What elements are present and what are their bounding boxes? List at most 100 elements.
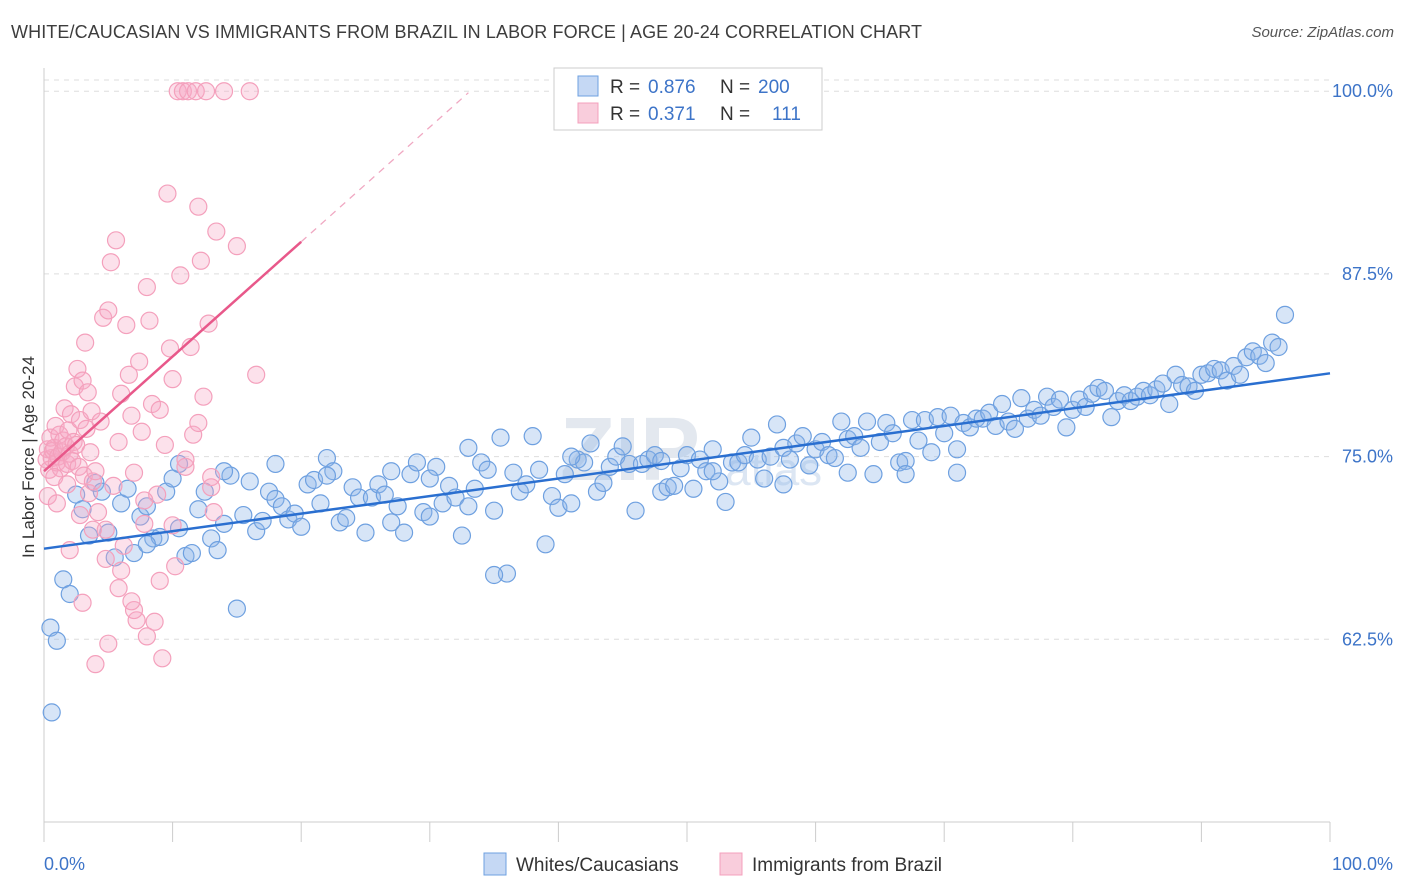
data-point-whites [1166,365,1185,384]
legend-label-brazil: Immigrants from Brazil [752,855,942,876]
data-point-whites [60,584,79,604]
data-point-brazil [153,649,172,668]
data-point-whites [652,451,671,471]
data-point-brazil [117,315,136,335]
data-point-brazil [137,277,156,297]
data-point-brazil [73,371,92,390]
data-point-whites [382,462,401,481]
data-point-whites [703,440,722,459]
trendlines [43,92,1331,550]
data-point-whites [292,517,311,536]
data-point-whites [767,415,787,434]
data-point-brazil [64,432,83,452]
data-point-whites [189,500,208,519]
y-tick-label: 100.0% [1332,81,1393,101]
data-point-brazil [171,266,190,285]
data-point-whites [755,469,774,488]
data-point-whites [356,523,375,542]
tick-labels: 62.5% 75.0% 87.5% 100.0% 0.0% 100.0% [44,81,1393,874]
data-point-whites [259,482,279,501]
stats-r-value-1: 0.876 [648,77,696,98]
data-point-whites [1153,374,1172,393]
data-point-brazil [104,476,123,495]
data-point-whites [864,465,883,484]
data-point-brazil [61,405,81,424]
data-point-whites [382,513,401,532]
data-point-whites [800,456,819,475]
data-point-whites [626,501,645,520]
data-point-brazil [227,237,246,256]
data-point-whites [459,438,478,457]
data-point-whites [613,437,632,456]
legend-label-whites: Whites/Caucasians [516,855,679,876]
data-point-whites [780,450,799,469]
data-point-whites [47,631,66,650]
data-point-whites [1275,305,1295,324]
data-point-brazil [178,82,198,101]
data-point-whites [485,565,504,585]
data-point-whites [774,475,793,494]
data-point-brazil [150,571,169,590]
data-point-whites [832,412,851,431]
data-point-whites [825,448,844,468]
data-point-whites [234,505,253,525]
data-point-whites [716,492,735,512]
data-point-whites [1250,346,1269,365]
data-point-whites [1230,365,1250,384]
stats-r-label-2: R = [610,104,640,125]
data-point-brazil [88,503,108,522]
data-point-brazil [189,197,208,216]
data-point-brazil [132,422,151,441]
watermark-suffix: atlas [725,443,822,495]
data-point-whites [684,479,703,498]
data-point-brazil [99,634,118,653]
stats-box: R = 0.876 N = 200 R = 0.371 N = 111 [553,67,823,131]
data-point-whites [1256,353,1275,373]
data-point-whites [459,497,478,516]
data-point-brazil [122,592,141,611]
data-point-whites [851,438,870,457]
gridlines [44,79,1330,640]
data-point-whites [337,508,356,528]
data-point-whites [427,457,446,476]
data-point-brazil [140,311,159,330]
data-point-whites [1050,390,1070,409]
data-point-whites [902,410,922,430]
data-point-brazil [168,82,187,101]
data-point-whites [42,703,61,722]
data-point-brazil [207,222,226,241]
data-point-brazil [204,503,223,522]
y-tick-label: 87.5% [1342,264,1393,284]
data-point-whites [504,463,523,482]
data-point-brazil [58,475,77,494]
data-point-brazil [99,301,118,320]
data-point-brazil [112,561,131,580]
data-point-whites [1005,419,1025,438]
data-point-brazil [106,231,126,250]
data-point-whites [343,478,362,497]
data-point-whites [555,465,574,484]
data-point-whites [1095,381,1115,400]
legend-swatch-whites [483,852,507,876]
data-point-whites [401,465,420,484]
data-point-whites [742,428,761,447]
data-point-brazil [135,491,154,510]
data-point-whites [1269,337,1288,357]
x-tick-label: 0.0% [44,854,85,874]
data-point-whites [947,440,967,459]
data-point-whites [703,462,722,481]
data-point-whites [710,472,729,491]
data-point-brazil [240,82,259,101]
y-tick-label: 75.0% [1342,447,1393,467]
data-point-brazil [109,432,128,452]
data-point-whites [208,541,227,560]
axes [43,68,1331,842]
stats-n-label-2: N = [720,104,750,125]
data-point-brazil [176,450,195,469]
data-point-brazil [70,505,90,525]
data-point-brazil [176,457,195,476]
data-point-whites [922,443,941,462]
data-point-brazil [186,82,205,101]
data-point-brazil [196,82,216,101]
